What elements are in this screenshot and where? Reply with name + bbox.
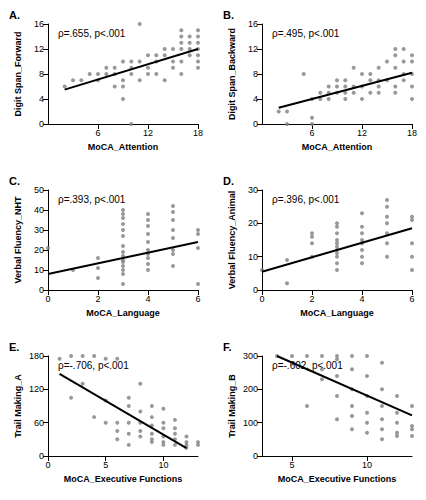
svg-text:20: 20 xyxy=(34,245,44,255)
svg-text:4: 4 xyxy=(359,294,364,304)
svg-text:10: 10 xyxy=(158,460,168,470)
svg-text:0: 0 xyxy=(253,285,258,295)
svg-text:18: 18 xyxy=(407,128,417,138)
svg-text:6: 6 xyxy=(409,294,414,304)
svg-text:16: 16 xyxy=(248,19,258,29)
svg-text:30: 30 xyxy=(34,225,44,235)
svg-text:10: 10 xyxy=(34,265,44,275)
svg-text:MoCA_Language: MoCA_Language xyxy=(300,308,374,318)
svg-text:0: 0 xyxy=(253,119,258,129)
svg-text:8: 8 xyxy=(253,69,258,79)
svg-text:60: 60 xyxy=(34,418,44,428)
svg-text:12: 12 xyxy=(357,128,367,138)
svg-text:F.: F. xyxy=(223,341,232,353)
svg-text:MoCA_Executive Functions: MoCA_Executive Functions xyxy=(64,474,183,484)
svg-text:4: 4 xyxy=(253,94,258,104)
svg-text:18: 18 xyxy=(193,128,203,138)
svg-text:ρ=.396, p<.001: ρ=.396, p<.001 xyxy=(272,194,340,205)
svg-text:12: 12 xyxy=(143,128,153,138)
svg-text:0: 0 xyxy=(39,451,44,461)
svg-text:0: 0 xyxy=(259,294,264,304)
svg-text:4: 4 xyxy=(39,94,44,104)
svg-text:50: 50 xyxy=(34,185,44,195)
svg-text:2: 2 xyxy=(309,294,314,304)
svg-text:30: 30 xyxy=(248,185,258,195)
svg-text:B.: B. xyxy=(223,9,234,21)
svg-text:5: 5 xyxy=(289,460,294,470)
svg-text:ρ=-.602, p<.001: ρ=-.602, p<.001 xyxy=(272,359,343,371)
svg-text:40: 40 xyxy=(34,205,44,215)
svg-text:0: 0 xyxy=(39,119,44,129)
svg-text:100: 100 xyxy=(243,418,258,428)
svg-text:ρ=-.706, p<.001: ρ=-.706, p<.001 xyxy=(58,360,129,371)
svg-text:ρ=.655, p<.001: ρ=.655, p<.001 xyxy=(58,28,126,39)
svg-text:16: 16 xyxy=(34,19,44,29)
svg-text:200: 200 xyxy=(243,384,258,394)
svg-text:MoCA_Executive Functions: MoCA_Executive Functions xyxy=(278,474,397,484)
svg-text:Digit Span_Forward: Digit Span_Forward xyxy=(13,31,23,116)
svg-text:A.: A. xyxy=(9,9,20,21)
svg-text:8: 8 xyxy=(39,69,44,79)
svg-text:Verbal Fluency_Animal: Verbal Fluency_Animal xyxy=(227,191,237,290)
svg-text:MoCA_Attention: MoCA_Attention xyxy=(302,142,373,152)
svg-text:6: 6 xyxy=(309,128,314,138)
svg-text:0: 0 xyxy=(45,460,50,470)
svg-text:Trail Making_B: Trail Making_B xyxy=(227,374,237,438)
svg-text:0: 0 xyxy=(39,285,44,295)
svg-text:20: 20 xyxy=(248,218,258,228)
svg-text:C.: C. xyxy=(9,175,20,187)
svg-text:6: 6 xyxy=(195,294,200,304)
svg-text:6: 6 xyxy=(95,128,100,138)
svg-text:12: 12 xyxy=(248,44,258,54)
svg-text:5: 5 xyxy=(103,460,108,470)
svg-text:0: 0 xyxy=(45,294,50,304)
svg-text:Verbal Fluency_NHT: Verbal Fluency_NHT xyxy=(13,196,23,284)
svg-text:D.: D. xyxy=(223,175,234,187)
svg-text:300: 300 xyxy=(243,351,258,361)
svg-text:0: 0 xyxy=(253,451,258,461)
svg-text:12: 12 xyxy=(34,44,44,54)
svg-text:E.: E. xyxy=(9,341,19,353)
svg-text:ρ=.393, p<.001: ρ=.393, p<.001 xyxy=(58,194,126,205)
svg-text:ρ=.495, p<.001: ρ=.495, p<.001 xyxy=(272,28,340,39)
svg-text:MoCA_Attention: MoCA_Attention xyxy=(88,142,159,152)
svg-text:MoCA_Language: MoCA_Language xyxy=(86,308,160,318)
svg-text:10: 10 xyxy=(248,252,258,262)
svg-text:4: 4 xyxy=(145,294,150,304)
svg-text:180: 180 xyxy=(29,351,44,361)
svg-text:Trail Making_A: Trail Making_A xyxy=(13,374,23,438)
svg-text:120: 120 xyxy=(29,384,44,394)
svg-text:10: 10 xyxy=(362,460,372,470)
svg-text:Digit Span_Backward: Digit Span_Backward xyxy=(227,28,237,120)
svg-text:2: 2 xyxy=(95,294,100,304)
